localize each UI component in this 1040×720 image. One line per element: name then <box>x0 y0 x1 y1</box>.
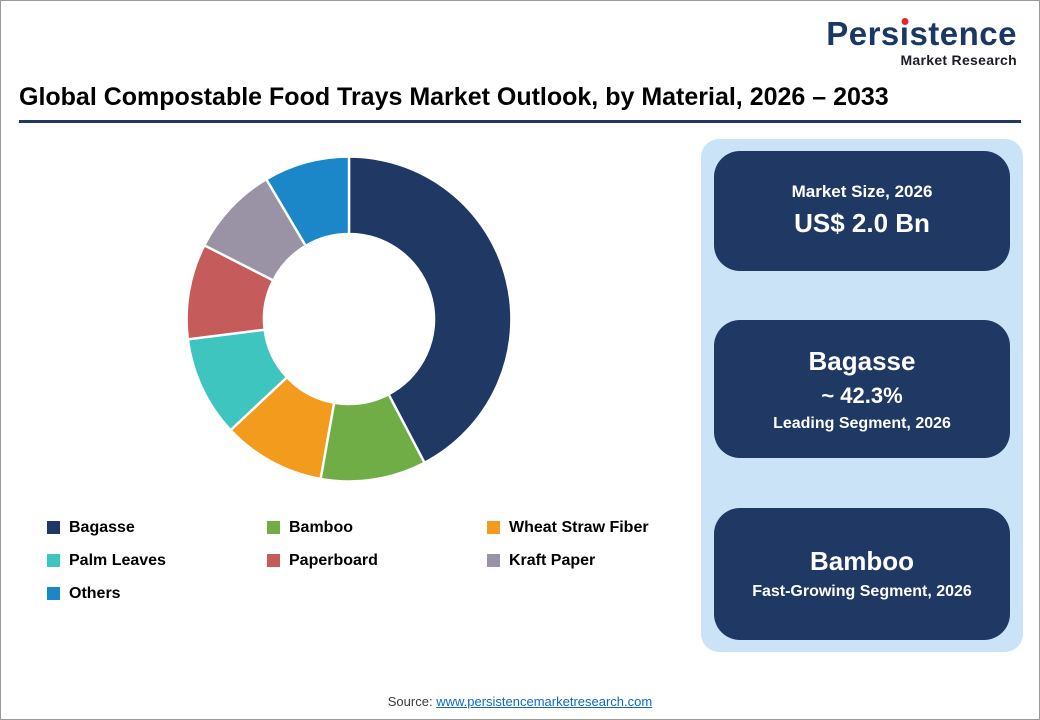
legend-item-paperboard: Paperboard <box>267 552 487 570</box>
legend-item-bagasse: Bagasse <box>47 519 267 537</box>
legend-item-wheat-straw-fiber: Wheat Straw Fiber <box>487 519 707 537</box>
market-size-label: Market Size, 2026 <box>791 182 933 202</box>
legend-item-palm-leaves: Palm Leaves <box>47 552 267 570</box>
source-link[interactable]: www.persistencemarketresearch.com <box>436 694 653 709</box>
legend-label: Palm Leaves <box>69 551 166 569</box>
legend-label: Paperboard <box>289 551 378 569</box>
logo-subtitle: Market Research <box>900 52 1017 68</box>
legend-label: Kraft Paper <box>509 551 596 569</box>
page-title: Global Compostable Food Trays Market Out… <box>19 83 889 111</box>
legend-label: Bamboo <box>289 518 353 536</box>
chart-legend: Bagasse Bamboo Wheat Straw Fiber Palm Leave… <box>17 519 681 603</box>
legend-swatch <box>267 554 280 568</box>
title-underline <box>19 119 1021 123</box>
donut-wrap <box>175 145 523 493</box>
market-size-card: Market Size, 2026 US$ 2.0 Bn <box>714 150 1010 271</box>
fast-growing-card: Bamboo Fast-Growing Segment, 2026 <box>714 507 1010 640</box>
pmr-logo: Persıstence Market Research <box>826 17 1017 67</box>
legend-swatch <box>487 521 500 535</box>
legend-swatch <box>47 521 60 535</box>
logo-red-dot-i: ı <box>899 15 910 52</box>
legend-swatch <box>267 521 280 535</box>
legend-swatch <box>47 554 60 568</box>
leading-segment-label: Leading Segment, 2026 <box>773 414 951 432</box>
logo-wordmark: Persıstence <box>826 17 1017 50</box>
legend-label: Others <box>69 584 121 602</box>
header: Persıstence Market Research <box>1 1 1039 83</box>
source-line: Source: www.persistencemarketresearch.co… <box>1 694 1039 709</box>
legend-swatch <box>487 554 500 568</box>
market-size-value: US$ 2.0 Bn <box>794 208 930 239</box>
leading-segment-name: Bagasse <box>808 345 916 376</box>
legend-item-others: Others <box>47 585 267 603</box>
title-block: Global Compostable Food Trays Market Out… <box>1 83 1039 123</box>
legend-label: Bagasse <box>69 518 135 536</box>
legend-label: Wheat Straw Fiber <box>509 518 649 536</box>
logo-text-pre: Pers <box>826 15 900 52</box>
donut-slice-others <box>265 155 351 247</box>
source-label: Source: <box>387 694 437 709</box>
donut-slice-bagasse <box>347 155 513 464</box>
fast-growing-name: Bamboo <box>810 546 914 577</box>
donut-chart <box>185 155 513 483</box>
main-content: Bagasse Bamboo Wheat Straw Fiber Palm Leave… <box>1 123 1039 652</box>
chart-column: Bagasse Bamboo Wheat Straw Fiber Palm Leave… <box>17 123 681 652</box>
legend-item-kraft-paper: Kraft Paper <box>487 552 707 570</box>
leading-segment-card: Bagasse ~ 42.3% Leading Segment, 2026 <box>714 320 1010 459</box>
fast-growing-label: Fast-Growing Segment, 2026 <box>752 583 972 601</box>
legend-item-bamboo: Bamboo <box>267 519 487 537</box>
leading-segment-share: ~ 42.3% <box>821 382 903 408</box>
logo-text-post: stence <box>909 15 1017 52</box>
side-panel: Market Size, 2026 US$ 2.0 Bn Bagasse ~ 4… <box>701 138 1023 652</box>
legend-swatch <box>47 587 60 601</box>
